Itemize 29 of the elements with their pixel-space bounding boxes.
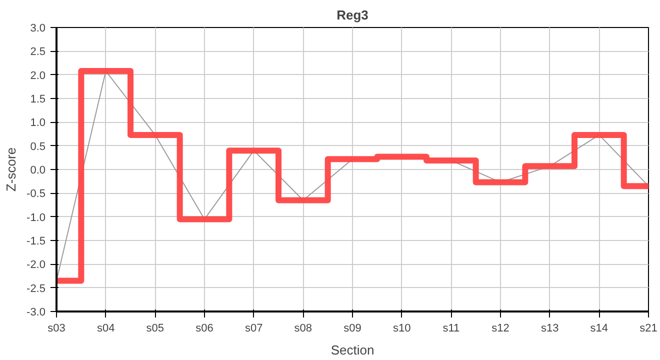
x-axis-title: Section <box>330 342 374 358</box>
chart-title: Reg3 <box>336 8 368 22</box>
y-axis-title: Z-score <box>4 147 19 192</box>
y-tick-label: -0.5 <box>26 188 46 200</box>
y-tick-label: 0.0 <box>30 164 46 176</box>
x-tick-label: s12 <box>492 322 510 334</box>
x-tick-label: s14 <box>590 322 608 334</box>
x-tick-label: s08 <box>294 322 312 334</box>
y-tick-label: 1.5 <box>30 94 46 106</box>
y-tick-label: -2.0 <box>26 259 46 272</box>
y-tick-label: 2.0 <box>30 70 46 82</box>
y-tick-label: -2.5 <box>26 282 46 295</box>
x-tick-label: s03 <box>48 322 66 334</box>
x-tick-label: s13 <box>540 322 559 334</box>
x-tick-label: s10 <box>392 322 411 334</box>
y-tick-label: 2.5 <box>30 46 46 58</box>
x-tick-label: s07 <box>244 322 263 334</box>
y-tick-label: -3.0 <box>26 306 46 318</box>
x-tick-label: s05 <box>146 322 164 334</box>
x-tick-label: s11 <box>442 322 460 334</box>
x-tick-label: s09 <box>344 322 362 334</box>
x-tick-label: s06 <box>196 322 214 334</box>
y-tick-label: 0.5 <box>30 140 46 153</box>
y-tick-label: -1.0 <box>26 212 46 224</box>
y-tick-label: 1.0 <box>30 117 46 130</box>
y-tick-label: 3.0 <box>30 22 46 34</box>
y-tick-label: -1.5 <box>26 236 46 248</box>
x-tick-label: s21 <box>640 322 658 334</box>
x-tick-label: s04 <box>96 322 115 334</box>
